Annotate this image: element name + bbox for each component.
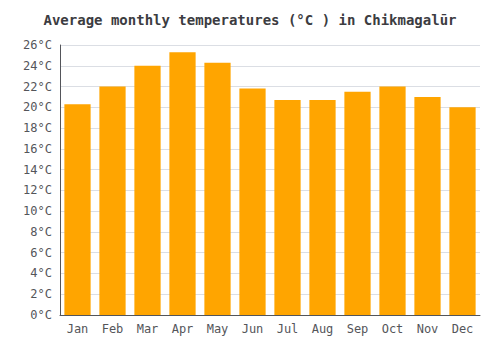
svg-text:Oct: Oct <box>382 322 404 336</box>
svg-text:22°C: 22°C <box>23 80 52 94</box>
svg-text:May: May <box>207 322 229 336</box>
svg-text:Dec: Dec <box>452 322 474 336</box>
svg-text:Jun: Jun <box>242 322 264 336</box>
svg-text:10°C: 10°C <box>23 204 52 218</box>
svg-text:Jul: Jul <box>277 322 299 336</box>
svg-text:Aug: Aug <box>312 322 334 336</box>
svg-text:14°C: 14°C <box>23 163 52 177</box>
svg-text:8°C: 8°C <box>30 225 52 239</box>
svg-text:Sep: Sep <box>347 322 369 336</box>
svg-text:12°C: 12°C <box>23 183 52 197</box>
svg-text:24°C: 24°C <box>23 59 52 73</box>
svg-text:6°C: 6°C <box>30 246 52 260</box>
svg-text:Average monthly temperatures (: Average monthly temperatures (°C ) in Ch… <box>43 12 456 28</box>
svg-text:26°C: 26°C <box>23 38 52 52</box>
svg-text:Mar: Mar <box>137 322 159 336</box>
svg-text:0°C: 0°C <box>30 308 52 322</box>
svg-text:Apr: Apr <box>172 322 194 336</box>
svg-text:16°C: 16°C <box>23 142 52 156</box>
svg-text:Nov: Nov <box>417 322 439 336</box>
svg-text:Jan: Jan <box>67 322 89 336</box>
svg-text:20°C: 20°C <box>23 100 52 114</box>
svg-text:18°C: 18°C <box>23 121 52 135</box>
svg-text:2°C: 2°C <box>30 287 52 301</box>
svg-text:4°C: 4°C <box>30 266 52 280</box>
svg-text:Feb: Feb <box>102 322 124 336</box>
